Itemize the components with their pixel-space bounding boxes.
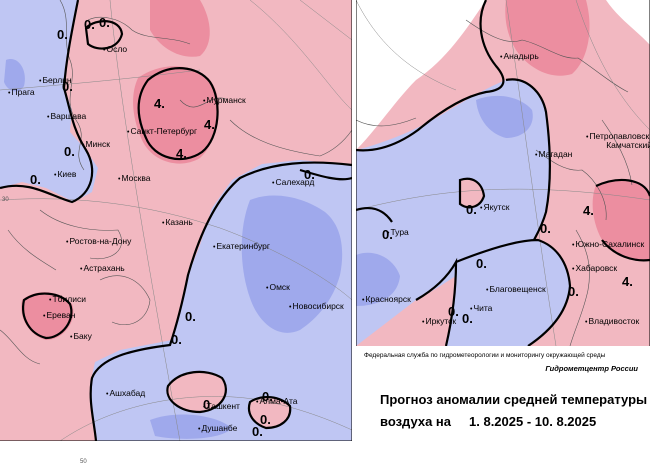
city-label: Душанбе [198, 424, 237, 433]
city-label: Омск [266, 283, 289, 292]
city-label: Хабаровск [572, 264, 617, 273]
isoline-label: 0. [466, 202, 477, 217]
forecast-title: Прогноз аномалии средней температуры [380, 392, 648, 407]
left-map-panel: Осло Берлин Прага Варшава Мурманск Санкт… [0, 0, 352, 441]
isoline-label: 0. [462, 311, 473, 326]
isoline-label: 0. [185, 309, 196, 324]
isoline-label: 0. [304, 167, 315, 182]
city-label: Ростов-на-Дону [66, 237, 131, 246]
city-label: Осло [103, 45, 127, 54]
city-label: Магадан [535, 150, 572, 159]
city-label: Санкт-Петербург [127, 127, 197, 136]
isoline-label: 0. [57, 27, 68, 42]
city-label: Якутск [480, 203, 509, 212]
cold-region-scandinavia [0, 0, 98, 202]
isoline-label: 0. [84, 17, 95, 32]
city-label: Чита [470, 304, 492, 313]
strong-warm-karelia [133, 66, 219, 164]
isoline-label: 0. [171, 332, 182, 347]
city-label: Мурманск [203, 96, 245, 105]
city-label: Анадырь [500, 52, 538, 61]
city-label: Варшава [47, 112, 86, 121]
isoline-label: 4. [583, 203, 594, 218]
city-label: Новосибирск [289, 302, 343, 311]
city-label: Ереван [43, 311, 75, 320]
city-label: Петропавловск-Камчатский [582, 132, 650, 150]
strong-cold-krasnoyarsk [356, 252, 400, 306]
city-label: Тбилиси [49, 295, 86, 304]
city-label: Астрахань [80, 264, 124, 273]
strong-cold-north-sea [4, 59, 25, 92]
city-label: Южно-Сахалинск [572, 240, 644, 249]
forecast-title-prefix: воздуха на [380, 414, 452, 429]
strong-cold-magadan [476, 95, 533, 138]
city-label: Киев [54, 170, 76, 179]
isolines [0, 0, 352, 441]
city-label: Алма-Ата [256, 397, 297, 406]
isoline-label: 0. [262, 389, 273, 404]
city-label: Ашхабад [106, 389, 145, 398]
isoline-label: 4. [154, 96, 165, 111]
isoline-label: 0. [62, 79, 73, 94]
strong-cold-west-siberia [241, 195, 343, 333]
city-label: Минск [82, 140, 110, 149]
warm-island-yakutsk [460, 178, 484, 208]
city-label: Красноярск [362, 295, 410, 304]
city-label: Берлин [39, 76, 71, 85]
city-label: Владивосток [585, 317, 639, 326]
city-label: Прага [8, 88, 34, 97]
center-name: Гидрометцентр России [545, 364, 638, 373]
forecast-period: 1. 8.2025 - 10. 8.2025 [469, 414, 597, 429]
city-label: Благовещенск [486, 285, 545, 294]
agency-name: Федеральная служба по гидрометеорологии … [364, 352, 606, 359]
city-label: Москва [118, 174, 150, 183]
isoline-label: 0. [260, 412, 271, 427]
city-label: Баку [70, 332, 91, 341]
city-label: Иркутск [422, 317, 456, 326]
unmapped-arctic [356, 0, 486, 150]
graticule-tick: 30 [2, 197, 9, 203]
graticule-tick: 50 [80, 459, 87, 465]
cold-region-siberia [356, 79, 550, 346]
isoline-label: 0. [203, 397, 214, 412]
isoline-label: 0. [30, 172, 41, 187]
unmapped-corner [606, 0, 650, 45]
strong-warm-arctic [150, 0, 210, 57]
city-label: Тура [387, 228, 408, 237]
isoline-label: 4. [622, 274, 633, 289]
isoline-label: 0. [476, 256, 487, 271]
isoline-label: 0. [540, 221, 551, 236]
isoline-label: 0. [99, 15, 110, 30]
forecast-info-panel: Федеральная служба по гидрометеорологии … [356, 346, 650, 467]
isoline-label: 4. [176, 146, 187, 161]
city-label: Екатеринбург [213, 242, 269, 251]
city-label: Ташкент [203, 402, 240, 411]
isoline-label: 0. [568, 284, 579, 299]
isoline-label: 0. [64, 144, 75, 159]
right-map-panel: Анадырь Петропавловск-Камчатский Магадан… [356, 0, 650, 346]
isoline-label: 0. [448, 304, 459, 319]
isoline-label: 4. [204, 117, 215, 132]
isoline-label: 0. [252, 424, 263, 439]
forecast-period-line: воздуха на 1. 8.2025 - 10. 8.2025 [380, 414, 614, 429]
city-label: Салехард [272, 178, 314, 187]
city-label: Казань [162, 218, 192, 227]
isoline-label: 0. [382, 227, 393, 242]
